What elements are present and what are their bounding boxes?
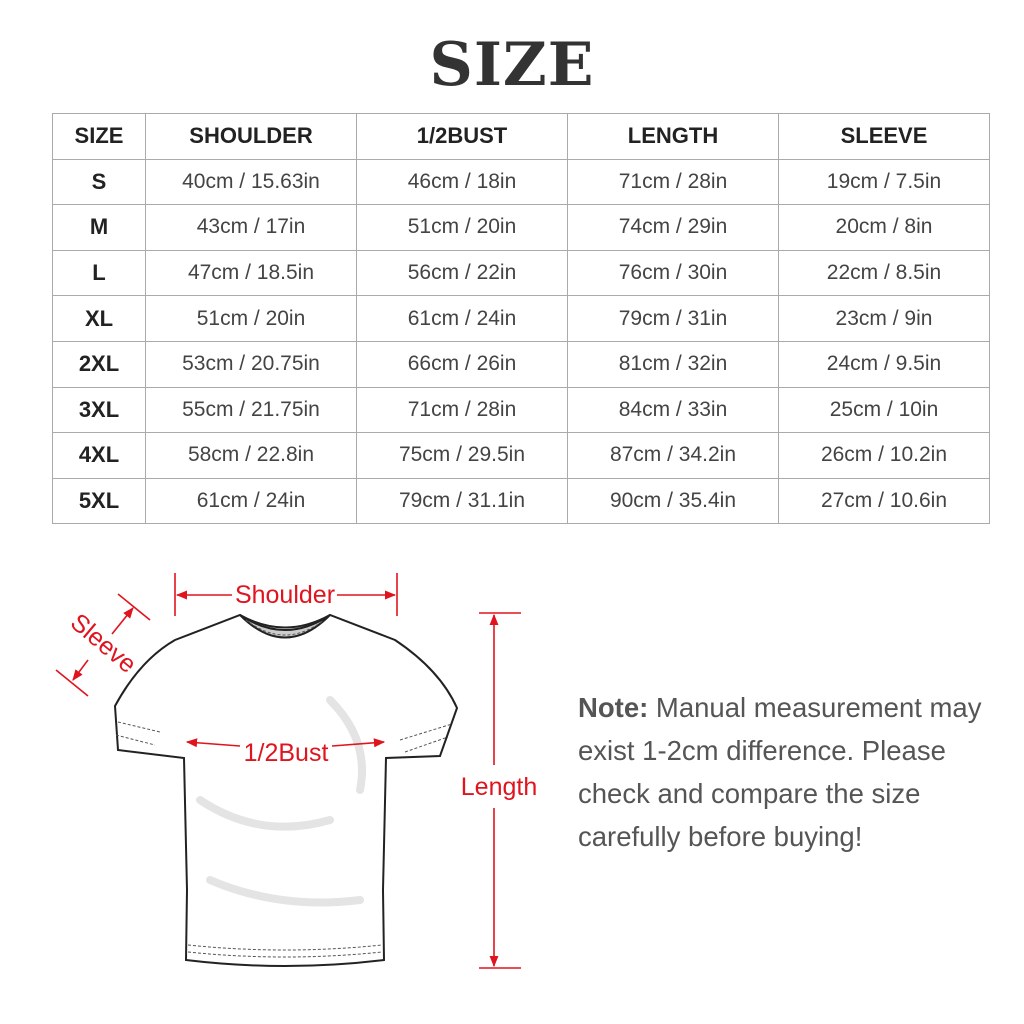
note-label: Note: xyxy=(578,692,649,723)
shoulder-label: Shoulder xyxy=(235,581,335,609)
measurement-cell: 90cm / 35.4in xyxy=(567,477,779,525)
column-header-size: SIZE xyxy=(52,113,146,160)
length-measure xyxy=(479,612,521,969)
measurement-cell: 47cm / 18.5in xyxy=(145,249,357,297)
table-row: M 43cm / 17in 51cm / 20in 74cm / 29in 20cm /… xyxy=(52,204,990,251)
bust-measure xyxy=(185,738,386,748)
measurement-cell: 22cm / 8.5in xyxy=(778,249,990,297)
measurement-cell: 20cm / 8in xyxy=(778,204,990,251)
measurement-cell: 51cm / 20in xyxy=(356,204,568,251)
measurement-cell: 87cm / 34.2in xyxy=(567,432,779,479)
measurement-cell: 19cm / 7.5in xyxy=(778,158,990,206)
shoulder-measure xyxy=(174,573,398,616)
table-row: 4XL 58cm / 22.8in 75cm / 29.5in 87cm / 34.2… xyxy=(52,432,990,479)
measurement-cell: 71cm / 28in xyxy=(567,158,779,206)
page-title: SIZE xyxy=(429,30,595,100)
column-header-length: LENGTH xyxy=(567,113,779,160)
sleeve-measure xyxy=(55,593,151,697)
measurement-cell: 84cm / 33in xyxy=(567,386,779,434)
table-row: 5XL 61cm / 24in 79cm / 31.1in 90cm / 35.4in… xyxy=(52,477,990,525)
measurement-cell: 46cm / 18in xyxy=(356,158,568,206)
size-cell: S xyxy=(52,158,146,206)
measurement-cell: 43cm / 17in xyxy=(145,204,357,251)
measurement-cell: 81cm / 32in xyxy=(567,340,779,388)
measurement-cell: 79cm / 31.1in xyxy=(356,477,568,525)
measurement-cell: 55cm / 21.75in xyxy=(145,386,357,434)
size-table: SIZE SHOULDER 1/2BUST LENGTH SLEEVE S 40cm / … xyxy=(52,113,990,525)
measurement-cell: 25cm / 10in xyxy=(778,386,990,434)
table-header-row: SIZE SHOULDER 1/2BUST LENGTH SLEEVE xyxy=(52,113,990,160)
measurement-cell: 27cm / 10.6in xyxy=(778,477,990,525)
measurement-cell: 76cm / 30in xyxy=(567,249,779,297)
note: Note: Manual measurement may exist 1-2cm… xyxy=(578,686,998,858)
measurement-cell: 74cm / 29in xyxy=(567,204,779,251)
measurement-cell: 61cm / 24in xyxy=(145,477,357,525)
bust-label: 1/2Bust xyxy=(244,739,329,767)
column-header-12bust: 1/2BUST xyxy=(356,113,568,160)
table-row: 2XL 53cm / 20.75in 66cm / 26in 81cm / 32in 2… xyxy=(52,340,990,388)
measurement-cell: 75cm / 29.5in xyxy=(356,432,568,479)
size-cell: XL xyxy=(52,295,146,342)
table-row: 3XL 55cm / 21.75in 71cm / 28in 84cm / 33in 2… xyxy=(52,386,990,434)
column-header-sleeve: SLEEVE xyxy=(778,113,990,160)
sleeve-label: Sleeve xyxy=(65,608,142,679)
note-text: Manual measurement may exist 1-2cm diffe… xyxy=(578,692,982,852)
measurement-cell: 71cm / 28in xyxy=(356,386,568,434)
size-cell: 5XL xyxy=(52,477,146,525)
length-label: Length xyxy=(461,773,537,801)
measurement-cell: 58cm / 22.8in xyxy=(145,432,357,479)
table-row: L 47cm / 18.5in 56cm / 22in 76cm / 30in 22cm… xyxy=(52,249,990,297)
table-row: S 40cm / 15.63in 46cm / 18in 71cm / 28in 19c… xyxy=(52,158,990,206)
measurement-cell: 56cm / 22in xyxy=(356,249,568,297)
measurement-cell: 66cm / 26in xyxy=(356,340,568,388)
measurement-cell: 24cm / 9.5in xyxy=(778,340,990,388)
measurement-cell: 23cm / 9in xyxy=(778,295,990,342)
measurement-cell: 40cm / 15.63in xyxy=(145,158,357,206)
tshirt-illustration xyxy=(113,613,459,967)
measurement-cell: 79cm / 31in xyxy=(567,295,779,342)
size-cell: 3XL xyxy=(52,386,146,434)
